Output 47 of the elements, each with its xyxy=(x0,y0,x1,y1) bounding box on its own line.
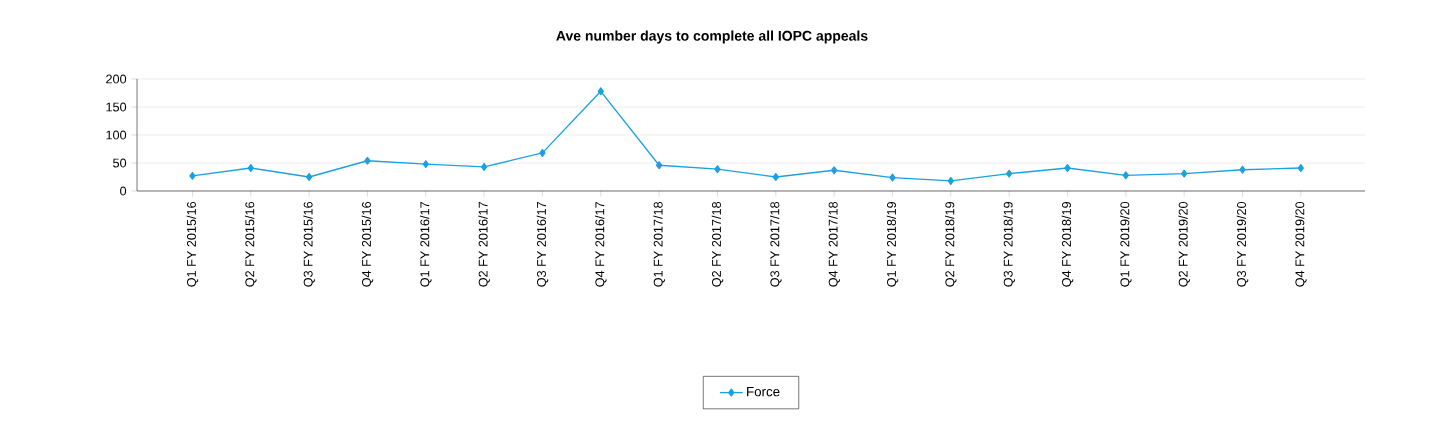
point xyxy=(1239,165,1246,174)
y-tick-label: 50 xyxy=(113,158,127,168)
x-tick-label: Q2 FY 2018/19 xyxy=(945,202,957,287)
x-tick-label: Q1 FY 2018/19 xyxy=(886,202,899,287)
x-tick-label: Q2 FY 2017/18 xyxy=(711,201,724,287)
legend-label: Force xyxy=(747,386,780,397)
point xyxy=(189,171,196,180)
x-tick-label: Q4 FY 2016/17 xyxy=(595,202,607,287)
point xyxy=(597,87,604,96)
x-tick-label: Q4 FY 2015/16 xyxy=(361,201,374,287)
x-tick-label: Q4 FY 2017/18 xyxy=(828,201,840,287)
x-tick-label: Q4 FY 2018/19 xyxy=(1061,202,1074,287)
point xyxy=(1122,171,1129,180)
point xyxy=(655,161,663,170)
x-tick-label: Q1 FY 2015/16 xyxy=(186,201,199,287)
y-tick-label: 100 xyxy=(106,130,127,140)
point xyxy=(1180,169,1188,178)
x-tick-label: Q3 FY 2018/19 xyxy=(1003,202,1015,287)
x-tick-label: Q1 FY 2019/20 xyxy=(1120,201,1132,287)
point xyxy=(480,162,488,171)
point xyxy=(947,176,954,185)
point xyxy=(830,166,838,175)
x-tick-label: Q4 FY 2019/20 xyxy=(1295,201,1307,287)
point xyxy=(889,173,896,182)
chart-title: Ave number days to complete all IOPC appeals xyxy=(556,30,868,44)
point xyxy=(1005,169,1013,178)
x-tick-label: Q2 FY 2019/20 xyxy=(1178,201,1190,287)
x-tick-label: Q3 FY 2015/16 xyxy=(303,201,315,287)
y-tick-label: 150 xyxy=(106,102,127,112)
x-tick-label: Q2 FY 2015/16 xyxy=(244,201,257,287)
point xyxy=(714,165,721,174)
point xyxy=(305,172,313,181)
x-tick-label: Q1 FY 2017/18 xyxy=(653,201,665,287)
point xyxy=(539,148,546,157)
point xyxy=(772,172,779,181)
point xyxy=(247,164,254,173)
x-tick-label: Q2 FY 2016/17 xyxy=(478,202,490,287)
point xyxy=(364,156,371,165)
point xyxy=(422,160,429,169)
point xyxy=(1297,164,1304,173)
y-tick-label: 0 xyxy=(120,186,127,196)
point xyxy=(1064,164,1071,173)
x-tick-label: Q3 FY 2019/20 xyxy=(1236,201,1249,287)
y-tick-label: 200 xyxy=(106,74,127,84)
x-tick-label: Q1 FY 2016/17 xyxy=(419,202,432,287)
x-tick-label: Q3 FY 2017/18 xyxy=(770,201,782,287)
x-tick-label: Q3 FY 2016/17 xyxy=(536,202,549,287)
